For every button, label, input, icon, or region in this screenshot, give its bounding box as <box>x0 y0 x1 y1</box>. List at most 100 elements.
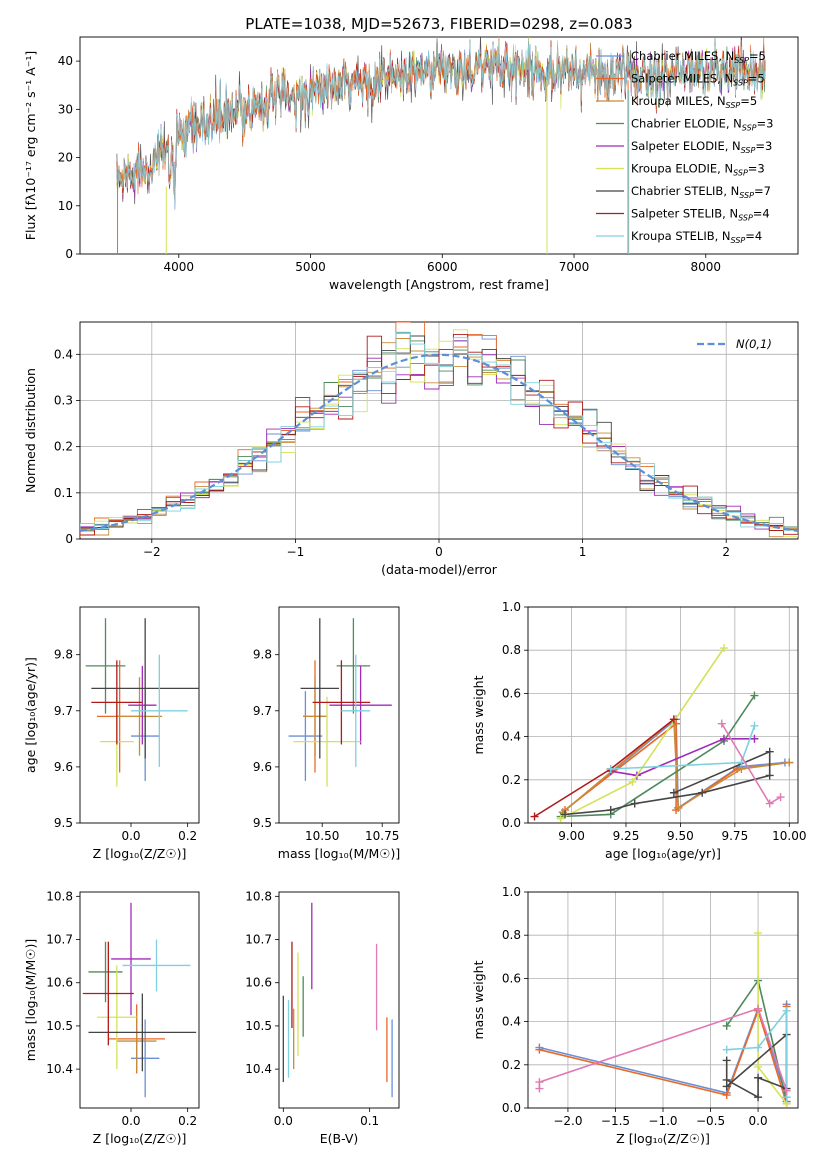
mass-vs-ebv-xlabel: E(B-V) <box>320 1131 359 1146</box>
weight-vs-Z-ylabel: mass weight <box>471 960 486 1039</box>
weight-marker <box>722 1056 731 1065</box>
x-tick-label: −0.5 <box>696 1114 725 1128</box>
legend-entry: Salpeter MILES, NSSP=5 <box>631 72 765 88</box>
y-tick-label: 10.5 <box>46 1019 73 1033</box>
weight-marker <box>669 788 678 797</box>
x-tick-label: 7000 <box>559 260 590 274</box>
x-tick-label: −1.0 <box>648 1114 677 1128</box>
y-tick-label: 0 <box>65 247 73 261</box>
weight-vs-Z-xlabel: Z [log₁₀(Z/Z☉)] <box>616 1131 710 1146</box>
weight-marker <box>765 747 774 756</box>
weight-vs-Z-series <box>535 929 791 1108</box>
x-tick-label: 5000 <box>295 260 326 274</box>
spectrum-frame <box>79 36 799 255</box>
mass-vs-ebv-axes: 0.0 0.1 10.4 10.5 10.6 10.7 10.8 E(B-V) <box>245 889 400 1146</box>
spectrum-kroupa-stelib <box>116 37 766 204</box>
y-tick-label: 10.5 <box>245 1019 272 1033</box>
x-tick-label: −1 <box>287 545 305 559</box>
y-tick-label: 9.8 <box>54 648 73 662</box>
legend-entry: Chabrier ELODIE, NSSP=3 <box>631 117 773 133</box>
y-tick-label: 0.6 <box>502 686 521 700</box>
x-tick-label: 0.2 <box>178 1114 197 1128</box>
weight-marker <box>722 1091 731 1100</box>
y-tick-label: 20 <box>58 151 73 165</box>
weight-vs-Z-axes: −2.0 −1.5 −1.0 −0.5 0.0 0.0 0.2 0.4 0.6 0.8 1.0 Z [… <box>471 885 799 1146</box>
weight-vs-Z-frame <box>527 891 799 1109</box>
weight-marker <box>628 777 637 786</box>
y-tick-label: 0.2 <box>502 773 521 787</box>
histogram-kroupa-stelib <box>80 331 798 531</box>
legend-entry: Salpeter ELODIE, NSSP=3 <box>631 139 772 155</box>
y-tick-label: 0.1 <box>54 486 73 500</box>
weight-line <box>610 738 755 777</box>
normal-legend-label: N(0,1) <box>736 337 772 351</box>
y-tick-label: 9.7 <box>54 704 73 718</box>
residuals-ylabel: Normed distribution <box>23 368 38 493</box>
y-tick-label: 0.4 <box>502 730 521 744</box>
age-vs-mass-axes: 10.50 10.75 9.5 9.6 9.7 9.8 mass [log₁₀(M/M☉)] <box>253 606 400 861</box>
y-tick-label: 10.6 <box>245 976 272 990</box>
y-tick-label: 0 <box>65 532 73 546</box>
age-vs-Z-frame <box>79 606 200 824</box>
weight-marker <box>750 721 759 730</box>
y-tick-label: 0.2 <box>502 1058 521 1072</box>
x-tick-label: 0 <box>435 545 443 559</box>
x-tick-label: 1 <box>579 545 587 559</box>
weight-marker <box>669 715 678 724</box>
age-vs-mass-frame <box>278 606 400 824</box>
weight-marker <box>722 1021 731 1030</box>
weight-marker <box>719 644 728 653</box>
y-tick-label: 9.6 <box>54 760 73 774</box>
weight-marker <box>765 771 774 780</box>
x-tick-label: 9.75 <box>721 829 748 843</box>
weight-marker <box>535 1045 544 1054</box>
y-tick-label: 10.6 <box>46 976 73 990</box>
y-tick-label: 10.8 <box>46 889 73 903</box>
weight-vs-age-ylabel: mass weight <box>471 675 486 754</box>
histogram-series <box>80 322 798 538</box>
age-vs-mass-points <box>288 618 392 787</box>
y-tick-label: 40 <box>58 54 73 68</box>
age-vs-Z-axes: 0.0 0.2 9.5 9.6 9.7 9.8 Z [log₁₀(Z/Z☉)] age [lo… <box>23 606 200 861</box>
y-tick-label: 0.0 <box>502 1101 521 1115</box>
residuals-frame <box>79 321 799 540</box>
weight-marker <box>782 1006 791 1015</box>
weight-marker <box>754 929 763 938</box>
weight-marker <box>754 1004 763 1013</box>
x-tick-label: 0.1 <box>360 1114 379 1128</box>
y-tick-label: 9.5 <box>54 816 73 830</box>
weight-marker <box>754 1062 763 1071</box>
mass-vs-Z-xlabel: Z [log₁₀(Z/Z☉)] <box>93 1131 187 1146</box>
figure-title: PLATE=1038, MJD=52673, FIBERID=0298, z=0… <box>245 15 632 33</box>
y-tick-label: 30 <box>58 102 73 116</box>
y-tick-label: 10.8 <box>245 889 272 903</box>
spectrum-xlabel: wavelength [Angstrom, rest frame] <box>329 277 549 292</box>
x-tick-label: 8000 <box>691 260 722 274</box>
x-tick-label: 0.2 <box>178 829 197 843</box>
x-tick-label: 4000 <box>164 260 195 274</box>
weight-marker <box>535 1078 544 1087</box>
weight-marker <box>737 758 746 767</box>
y-tick-label: 0.4 <box>54 347 73 361</box>
weight-marker <box>754 1073 763 1082</box>
weight-line <box>560 695 756 818</box>
x-tick-label: 9.25 <box>613 829 640 843</box>
weight-marker <box>717 719 726 728</box>
x-tick-label: 0.0 <box>121 829 140 843</box>
legend-entry: Salpeter STELIB, NSSP=4 <box>631 207 770 223</box>
residuals-xlabel: (data-model)/error <box>381 562 498 577</box>
spectrum-ylabel: Flux [fλ10⁻¹⁷ erg cm⁻² s⁻¹ A⁻¹] <box>23 51 38 240</box>
weight-vs-age-series <box>530 644 794 823</box>
y-tick-label: 0.8 <box>502 928 521 942</box>
x-tick-label: 6000 <box>427 260 458 274</box>
weight-vs-age-xlabel: age [log₁₀(age/yr)] <box>605 846 721 861</box>
y-tick-label: 10.7 <box>46 933 73 947</box>
spectrum-legend: Chabrier MILES, NSSP=5 Salpeter MILES, NS… <box>596 49 773 245</box>
age-vs-Z-ylabel: age [log₁₀(age/yr)] <box>23 657 38 773</box>
weight-vs-age-axes: 9.00 9.25 9.50 9.75 10.00 0.0 0.2 0.4 0.6 0.8 1.0 a… <box>471 600 806 861</box>
weight-marker <box>765 799 774 808</box>
weight-marker <box>606 765 615 773</box>
weight-marker <box>698 788 707 797</box>
x-tick-label: 0.0 <box>274 1114 293 1128</box>
